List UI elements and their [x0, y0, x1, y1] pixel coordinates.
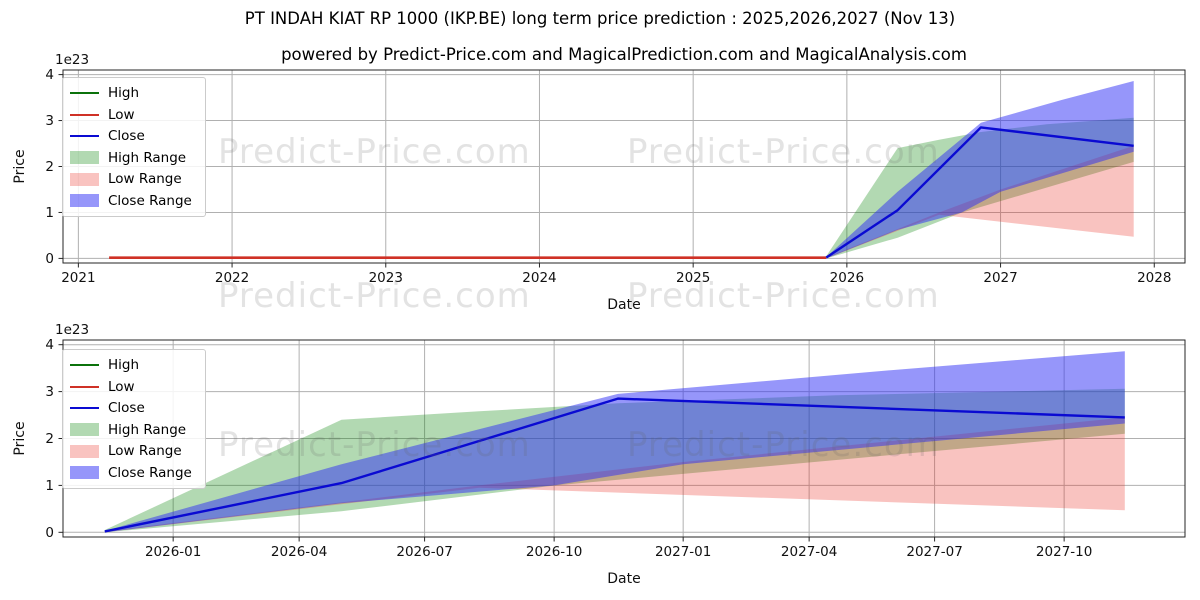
legend-item-low-range: Low Range [70, 443, 192, 459]
y-tick-label: 3 [45, 384, 54, 400]
chart-subtitle: powered by Predict-Price.com and Magical… [281, 45, 967, 64]
x-axis-label: Date [607, 297, 640, 313]
legend-swatch-close [70, 407, 99, 409]
x-tick-label: 2026 [830, 270, 864, 286]
legend-swatch-high [70, 364, 99, 366]
legend-item-label: Low [108, 106, 135, 123]
y-tick-label: 0 [45, 251, 54, 267]
legend-item-close: Close [70, 128, 192, 144]
legend-full-history: High Low Close High Range Low Range Close Ran… [62, 77, 206, 217]
line-close [825, 126, 1134, 259]
x-tick-label: 2024 [522, 270, 556, 286]
legend-item-label: Low [108, 378, 135, 395]
line-close [104, 397, 1125, 533]
legend-swatch-low [70, 385, 99, 388]
legend-item-low: Low [70, 107, 192, 123]
band-close-range [104, 351, 1125, 533]
legend-swatch-close-range [70, 194, 99, 207]
y-tick-label: 1 [45, 478, 54, 494]
y-tick-label: 2 [45, 431, 54, 447]
y-tick-label: 2 [45, 159, 54, 175]
legend-item-high-range: High Range [70, 150, 192, 166]
x-tick-label: 2022 [215, 270, 249, 286]
x-tick-label: 2025 [676, 270, 710, 286]
legend-swatch-low-range [70, 444, 99, 458]
x-tick-label: 2023 [369, 270, 403, 286]
legend-swatch-low [70, 113, 99, 116]
legend-item-label: High [108, 85, 140, 101]
y-tick-label: 4 [45, 337, 54, 353]
x-tick-label: 2028 [1137, 270, 1171, 286]
axis-scale-offset-label: 1e23 [55, 322, 89, 338]
legend-item-high: High [70, 357, 192, 373]
x-tick-label: 2026-10 [526, 544, 582, 560]
legend-item-high: High [70, 85, 192, 101]
legend-swatch-high-range [70, 151, 99, 164]
legend-swatch-high-range [70, 423, 99, 436]
legend-prediction-zoom: High Low Close High Range Low Range Close Ran… [62, 349, 206, 489]
y-tick-label: 3 [45, 113, 54, 129]
legend-item-high-range: High Range [70, 422, 192, 438]
legend-item-label: High Range [108, 149, 187, 166]
x-tick-label: 2026-04 [271, 544, 327, 560]
y-axis-label: Price [12, 149, 28, 183]
legend-item-label: Close [108, 128, 145, 144]
x-tick-label: 2021 [61, 270, 95, 286]
legend-swatch-high [70, 92, 99, 94]
axis-scale-offset-label: 1e23 [55, 52, 89, 68]
legend-item-close-range: Close Range [70, 193, 192, 209]
legend-item-label: Low Range [108, 171, 182, 187]
legend-item-label: Close [108, 400, 145, 416]
y-tick-label: 1 [45, 205, 54, 221]
y-tick-label: 4 [45, 67, 54, 83]
legend-item-close-range: Close Range [70, 465, 192, 481]
chart-title: PT INDAH KIAT RP 1000 (IKP.BE) long term… [244, 9, 956, 28]
x-tick-label: 2027-01 [655, 544, 711, 560]
legend-swatch-low-range [70, 172, 99, 186]
legend-item-label: Close Range [108, 464, 192, 481]
y-axis-label: Price [12, 421, 28, 455]
x-tick-label: 2027 [983, 270, 1017, 286]
legend-item-low: Low [70, 379, 192, 395]
x-tick-label: 2026-01 [145, 544, 201, 560]
x-tick-label: 2026-07 [396, 544, 452, 560]
legend-item-low-range: Low Range [70, 171, 192, 187]
x-axis-label: Date [607, 571, 640, 587]
legend-item-close: Close [70, 400, 192, 416]
legend-swatch-close-range [70, 466, 99, 479]
legend-item-label: Low Range [108, 443, 182, 459]
band-close-range [826, 81, 1134, 259]
y-tick-label: 0 [45, 525, 54, 541]
x-tick-label: 2027-10 [1036, 544, 1092, 560]
legend-item-label: Close Range [108, 192, 192, 209]
x-tick-label: 2027-07 [906, 544, 962, 560]
legend-item-label: High Range [108, 421, 187, 438]
legend-swatch-close [70, 135, 99, 137]
x-tick-label: 2027-04 [781, 544, 837, 560]
legend-item-label: High [108, 357, 140, 373]
